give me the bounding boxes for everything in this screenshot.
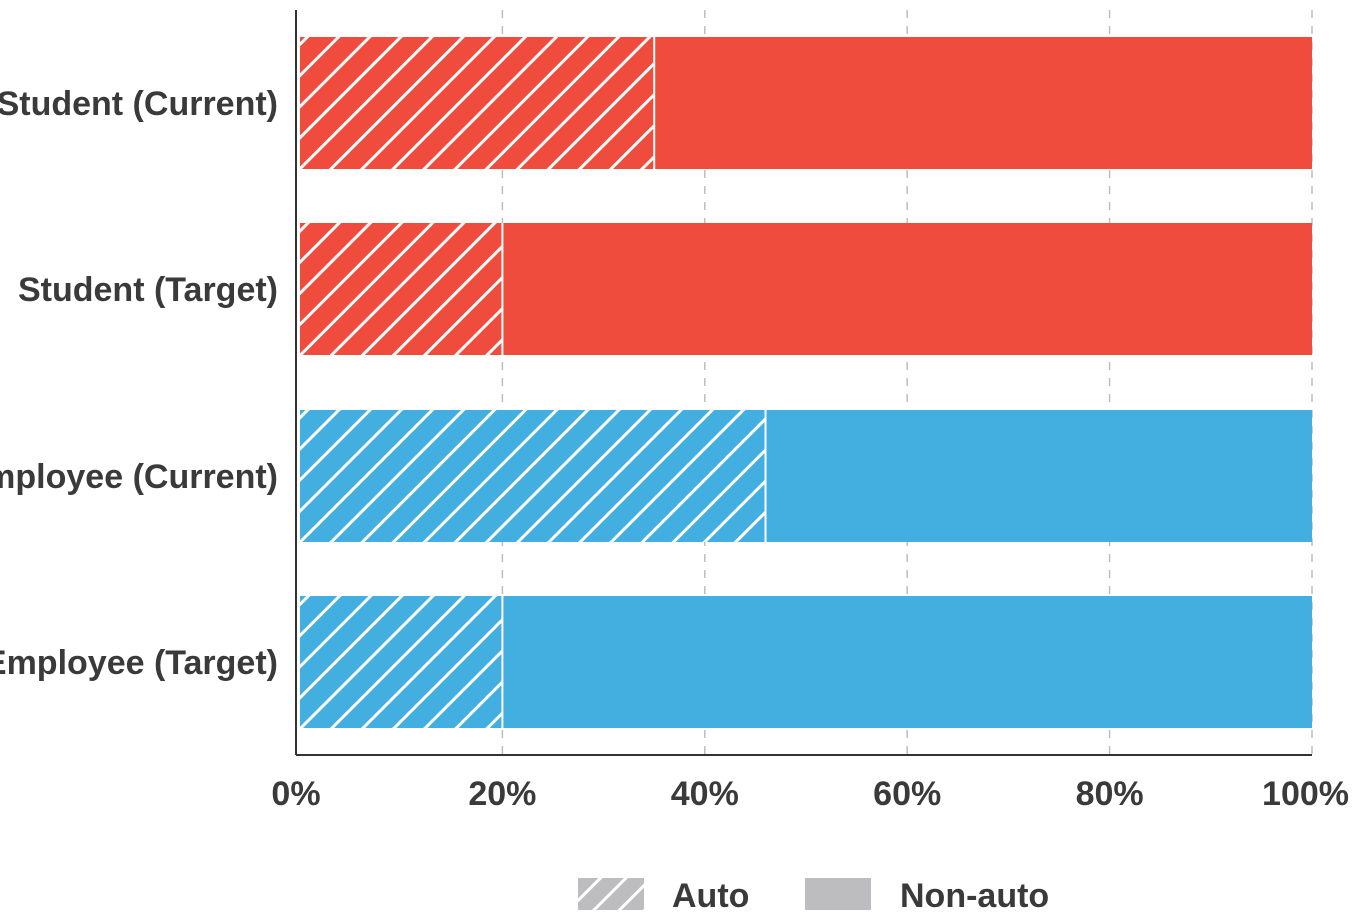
bar-segment-non-auto <box>765 410 1312 542</box>
x-tick-label: 100% <box>1262 775 1349 813</box>
legend-swatch-solid <box>805 878 871 910</box>
category-label: Employee (Target) <box>0 644 278 682</box>
bar-segment-non-auto <box>502 223 1312 355</box>
x-tick-labels: 0% 20% 40% 60% 80% 100% <box>271 775 1349 813</box>
category-label: Student (Current) <box>0 85 278 123</box>
x-tick-label: 80% <box>1076 775 1144 813</box>
bar-segment-auto <box>300 596 503 728</box>
bar-segment-non-auto <box>654 37 1312 169</box>
category-label: Employee (Current) <box>0 458 278 496</box>
category-label: Student (Target) <box>18 271 278 309</box>
bar-segment-auto <box>300 37 655 169</box>
legend: Auto Non-auto <box>578 877 1049 915</box>
axes <box>295 10 1312 756</box>
x-tick-label: 0% <box>271 775 320 813</box>
x-tick-label: 60% <box>873 775 941 813</box>
x-tick-label: 20% <box>468 775 536 813</box>
legend-swatch-hatched <box>578 878 644 910</box>
legend-label: Non-auto <box>900 877 1049 915</box>
x-tick-label: 40% <box>671 775 739 813</box>
category-labels: Student (Current) Student (Target) Employe… <box>0 85 278 682</box>
bar-segment-auto <box>300 223 503 355</box>
bar-segment-auto <box>300 410 766 542</box>
legend-label: Auto <box>672 877 749 915</box>
grid-lines <box>501 10 1313 755</box>
bars <box>300 37 1312 728</box>
bar-segment-non-auto <box>502 596 1312 728</box>
